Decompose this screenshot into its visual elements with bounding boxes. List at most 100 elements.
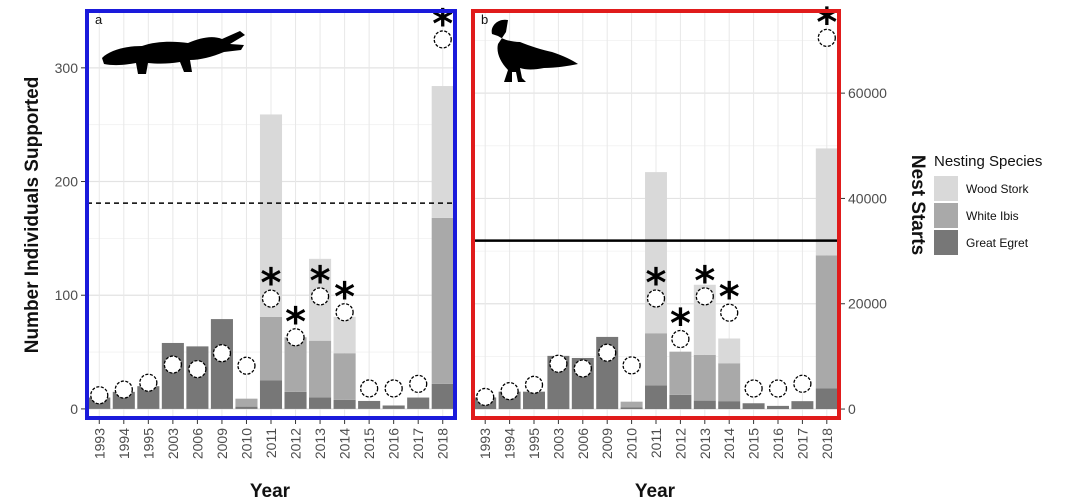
y-tick-label: 60000 bbox=[848, 85, 887, 101]
circle-marker bbox=[139, 373, 158, 392]
circle-marker bbox=[359, 379, 379, 398]
asterisks: *** ** bbox=[646, 0, 838, 347]
legend-label-great-egret: Great Egret bbox=[966, 236, 1029, 250]
legend-label-white-ibis: White Ibis bbox=[966, 209, 1019, 223]
circle-markers bbox=[476, 28, 836, 407]
bar-wood-stork bbox=[259, 114, 283, 317]
asterisk: * bbox=[670, 301, 691, 347]
y-axis-title-left: Number Individuals Supported bbox=[22, 77, 43, 354]
bar-white-ibis bbox=[309, 340, 332, 398]
bar-great-egret bbox=[718, 401, 741, 410]
asterisk: * bbox=[816, 0, 837, 46]
x-tick-label: 1995 bbox=[140, 428, 156, 459]
bar-great-egret bbox=[693, 400, 716, 410]
asterisk: * bbox=[285, 299, 306, 345]
x-tick-label: 2013 bbox=[697, 428, 713, 459]
asterisk: * bbox=[719, 275, 740, 321]
y-tick-label: 0 bbox=[848, 401, 856, 417]
asterisk: * bbox=[694, 258, 715, 304]
circle-marker bbox=[744, 379, 763, 398]
bar-white-ibis bbox=[815, 255, 838, 389]
bar-white-ibis bbox=[693, 354, 716, 401]
bar-wood-stork bbox=[431, 86, 454, 218]
x-tick-label: 2015 bbox=[746, 428, 762, 459]
x-axis-title-right: Year bbox=[635, 481, 676, 502]
circle-marker bbox=[286, 328, 305, 347]
x-tick-label: 1995 bbox=[526, 428, 542, 459]
x-tick-label: 2017 bbox=[794, 428, 810, 459]
bar-white-ibis bbox=[333, 353, 356, 400]
x-tick-label: 2010 bbox=[238, 428, 254, 459]
bar-great-egret bbox=[210, 319, 233, 409]
bar-great-egret bbox=[284, 391, 307, 409]
x-tick-label: 1993 bbox=[477, 428, 493, 459]
circle-marker bbox=[90, 386, 109, 405]
legend-swatch-wood-stork bbox=[934, 176, 958, 201]
circle-marker bbox=[335, 303, 354, 322]
x-tick-label: 2010 bbox=[624, 428, 640, 459]
circle-marker bbox=[409, 374, 428, 394]
panel-label: b bbox=[481, 12, 488, 27]
x-tick-label: 2011 bbox=[263, 428, 279, 458]
bar-great-egret bbox=[235, 406, 258, 409]
circle-marker bbox=[237, 356, 256, 375]
circle-marker bbox=[212, 344, 232, 363]
x-tick-label: 2012 bbox=[672, 428, 688, 459]
y-tick-label: 20000 bbox=[848, 296, 887, 312]
y-tick-label: 100 bbox=[55, 287, 79, 303]
circle-marker bbox=[598, 343, 617, 362]
legend-title: Nesting Species bbox=[934, 153, 1042, 170]
vulture-icon bbox=[491, 19, 578, 83]
bar-white-ibis bbox=[718, 363, 741, 402]
y-axis-ticks: 0 100 200 300 bbox=[55, 60, 85, 417]
x-tick-label: 2018 bbox=[435, 428, 451, 459]
circle-markers bbox=[90, 30, 452, 405]
bar-great-egret bbox=[137, 386, 160, 409]
asterisk: * bbox=[310, 258, 331, 304]
x-tick-label: 1994 bbox=[502, 428, 518, 459]
circle-marker bbox=[524, 375, 544, 394]
bar-white-ibis bbox=[431, 217, 454, 384]
alligator-icon bbox=[102, 31, 245, 74]
x-tick-label: 2014 bbox=[721, 428, 737, 459]
bar-great-egret bbox=[431, 383, 454, 409]
bar-great-egret bbox=[742, 403, 765, 410]
asterisk: * bbox=[646, 260, 667, 306]
x-tick-label: 2003 bbox=[165, 428, 181, 459]
bar-white-ibis bbox=[669, 351, 692, 395]
y-axis-title-right: Nest Starts bbox=[907, 155, 928, 255]
circle-marker bbox=[793, 374, 812, 393]
panel-label: a bbox=[95, 12, 103, 27]
circle-marker bbox=[646, 289, 666, 308]
bar-great-egret bbox=[791, 401, 814, 410]
circle-marker bbox=[384, 379, 403, 398]
bar-great-egret bbox=[645, 385, 667, 410]
bar-wood-stork bbox=[718, 338, 741, 364]
circle-marker bbox=[622, 356, 641, 375]
x-axis-ticks: 1993 1994 1995 2003 2006 2009 2010 2011 2012 2013… bbox=[91, 420, 451, 459]
bar-great-egret bbox=[186, 346, 209, 409]
circle-marker bbox=[817, 28, 836, 48]
bar-great-egret bbox=[309, 397, 332, 409]
bar-white-ibis bbox=[284, 337, 307, 392]
bar-wood-stork bbox=[815, 148, 838, 256]
bar-wood-stork bbox=[645, 172, 667, 334]
asterisk: * bbox=[334, 274, 355, 320]
y-axis-ticks: 0 20000 40000 60000 bbox=[841, 85, 887, 417]
bar-white-ibis bbox=[645, 333, 667, 386]
bar-great-egret bbox=[767, 405, 789, 410]
bar-white-ibis bbox=[235, 398, 258, 407]
circle-marker bbox=[114, 380, 133, 399]
bar-great-egret bbox=[259, 380, 283, 409]
x-tick-label: 2009 bbox=[214, 428, 230, 459]
circle-marker bbox=[163, 355, 183, 374]
asterisks: *** ** bbox=[261, 1, 454, 345]
vulture-shape bbox=[491, 19, 578, 83]
circle-marker bbox=[720, 303, 739, 322]
x-tick-label: 2016 bbox=[770, 428, 786, 459]
x-tick-label: 2012 bbox=[288, 428, 304, 459]
circle-marker bbox=[695, 287, 714, 306]
legend: Nesting Species Wood Stork White Ibis Gr… bbox=[934, 153, 1042, 255]
x-tick-label: 2018 bbox=[819, 428, 835, 459]
